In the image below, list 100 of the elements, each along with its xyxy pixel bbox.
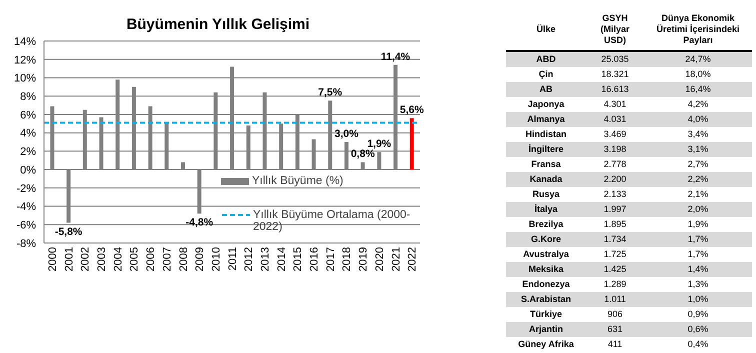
y-tick-label: Fransa <box>530 158 562 171</box>
y-tick-label: 2% <box>20 146 36 158</box>
x-tick-label: 2012 <box>243 247 256 272</box>
y-tick-label: 14% <box>14 36 36 48</box>
bar <box>410 118 414 170</box>
y-tick-label: -8% <box>16 238 36 250</box>
x-tick-label: GSYH (Milyar USD) <box>599 12 630 46</box>
data-label: -5,8% <box>54 226 83 238</box>
x-tick-label: 2018 <box>341 247 354 272</box>
y-tick-label: Hindistan <box>524 128 568 141</box>
y-tick-label: -6% <box>16 220 36 232</box>
x-tick-label: 2004 <box>112 247 124 272</box>
x-tick-label: 2007 <box>161 247 174 272</box>
data-label: 2,1% <box>686 188 710 201</box>
data-label: 2.133 <box>602 188 628 201</box>
y-tick-label: ABD <box>535 53 557 66</box>
y-tick-label: Çin <box>538 68 554 81</box>
x-tick-label: 2006 <box>145 247 158 272</box>
y-tick-label: 12% <box>14 54 36 66</box>
data-label: 2.200 <box>602 173 628 186</box>
data-label: 3.198 <box>602 143 628 156</box>
data-label: 3,1% <box>686 143 710 156</box>
data-label: 1.425 <box>602 263 628 276</box>
data-label: 18,0% <box>684 68 712 81</box>
y-tick-label: 10% <box>14 72 36 85</box>
x-tick-label: 2011 <box>226 247 239 271</box>
data-label: 631 <box>606 323 624 336</box>
x-tick-label: 2016 <box>308 247 321 272</box>
y-tick-label: 8% <box>20 90 36 103</box>
y-axis-title: Ülke <box>535 24 556 34</box>
y-tick-label: 6% <box>20 109 36 122</box>
y-tick-label: G.Kore <box>530 233 562 246</box>
data-label: -4,8% <box>186 216 214 229</box>
y-tick-label: -2% <box>16 182 36 195</box>
data-label: 1.011 <box>603 293 627 306</box>
y-tick-label: Kanada <box>528 173 564 186</box>
y-tick-label: İngiltere <box>527 143 564 156</box>
x-tick-label: 2003 <box>96 247 108 272</box>
legend-label: Yıllık Büyüme (%) <box>252 175 344 187</box>
data-label: 2,7% <box>686 158 710 171</box>
data-label: 0,4% <box>686 338 710 351</box>
data-label: 0,8% <box>350 148 376 160</box>
data-label: 906 <box>606 308 624 321</box>
y-tick-label: Japonya <box>526 98 566 111</box>
data-label: 1,0% <box>686 293 710 306</box>
y-tick-label: Güney Afrika <box>517 338 575 351</box>
data-label: 1,7% <box>686 233 710 246</box>
data-label: 2.778 <box>602 158 628 171</box>
y-tick-label: Brezilya <box>528 218 564 231</box>
data-label: 25.035 <box>600 53 630 66</box>
data-label: 2,2% <box>686 173 710 186</box>
data-label: 1.895 <box>602 218 628 231</box>
chart-title: Büyümenin Yıllık Gelişimi <box>125 16 311 33</box>
x-tick-label: 2002 <box>80 247 92 272</box>
data-label: 1.725 <box>602 248 628 261</box>
x-tick-label: 2000 <box>46 247 59 272</box>
data-label: 3,0% <box>334 128 360 140</box>
data-label: 411 <box>606 338 624 351</box>
data-label: 3.469 <box>602 128 628 141</box>
data-label: 2,0% <box>686 203 710 216</box>
x-tick-label: 2008 <box>178 247 190 272</box>
data-label: 4.301 <box>602 98 628 111</box>
x-tick-label: 2001 <box>63 247 76 272</box>
data-label: 7,5% <box>318 86 343 99</box>
y-tick-label: Rusya <box>531 188 560 201</box>
data-label: 1,9% <box>686 218 710 231</box>
data-label: 18.321 <box>600 68 630 81</box>
data-label: 4,0% <box>686 113 710 126</box>
data-label: 4,2% <box>686 98 710 111</box>
data-label: 11,4% <box>380 50 411 63</box>
x-tick-label: 2010 <box>210 247 222 272</box>
data-label: 1.289 <box>602 278 628 291</box>
x-tick-label: 2014 <box>276 247 288 272</box>
y-tick-label: Endonezya <box>521 278 571 291</box>
y-tick-label: Almanya <box>526 113 566 126</box>
x-tick-label: 2015 <box>292 247 304 272</box>
y-tick-label: Avustralya <box>522 248 570 261</box>
x-tick-label: 2019 <box>358 247 370 272</box>
y-tick-label: İtalya <box>533 203 558 216</box>
data-label: 0,9% <box>686 308 710 321</box>
data-label: 4.031 <box>602 113 628 126</box>
data-label: 1.997 <box>602 203 628 216</box>
x-tick-label: 2009 <box>194 247 206 272</box>
data-label: 16.613 <box>600 83 630 96</box>
data-label: 3,4% <box>686 128 710 141</box>
data-label: 16,4% <box>684 83 712 96</box>
data-label: 1,4% <box>686 263 710 276</box>
data-label: 1,9% <box>367 138 392 150</box>
y-tick-label: S.Arabistan <box>520 293 572 306</box>
data-label: 0,6% <box>686 323 710 336</box>
x-tick-label: 2005 <box>128 247 141 272</box>
y-tick-label: -4% <box>16 201 36 214</box>
data-label: 5,6% <box>400 104 424 116</box>
x-tick-label: 2022 <box>406 247 419 272</box>
y-tick-label: 4% <box>20 128 36 140</box>
y-tick-label: Arjantin <box>528 323 564 336</box>
x-tick-label: 2013 <box>260 247 272 272</box>
y-tick-label: Türkiye <box>528 308 563 321</box>
data-label: 1.734 <box>602 233 628 246</box>
y-tick-label: Meksika <box>527 263 565 276</box>
